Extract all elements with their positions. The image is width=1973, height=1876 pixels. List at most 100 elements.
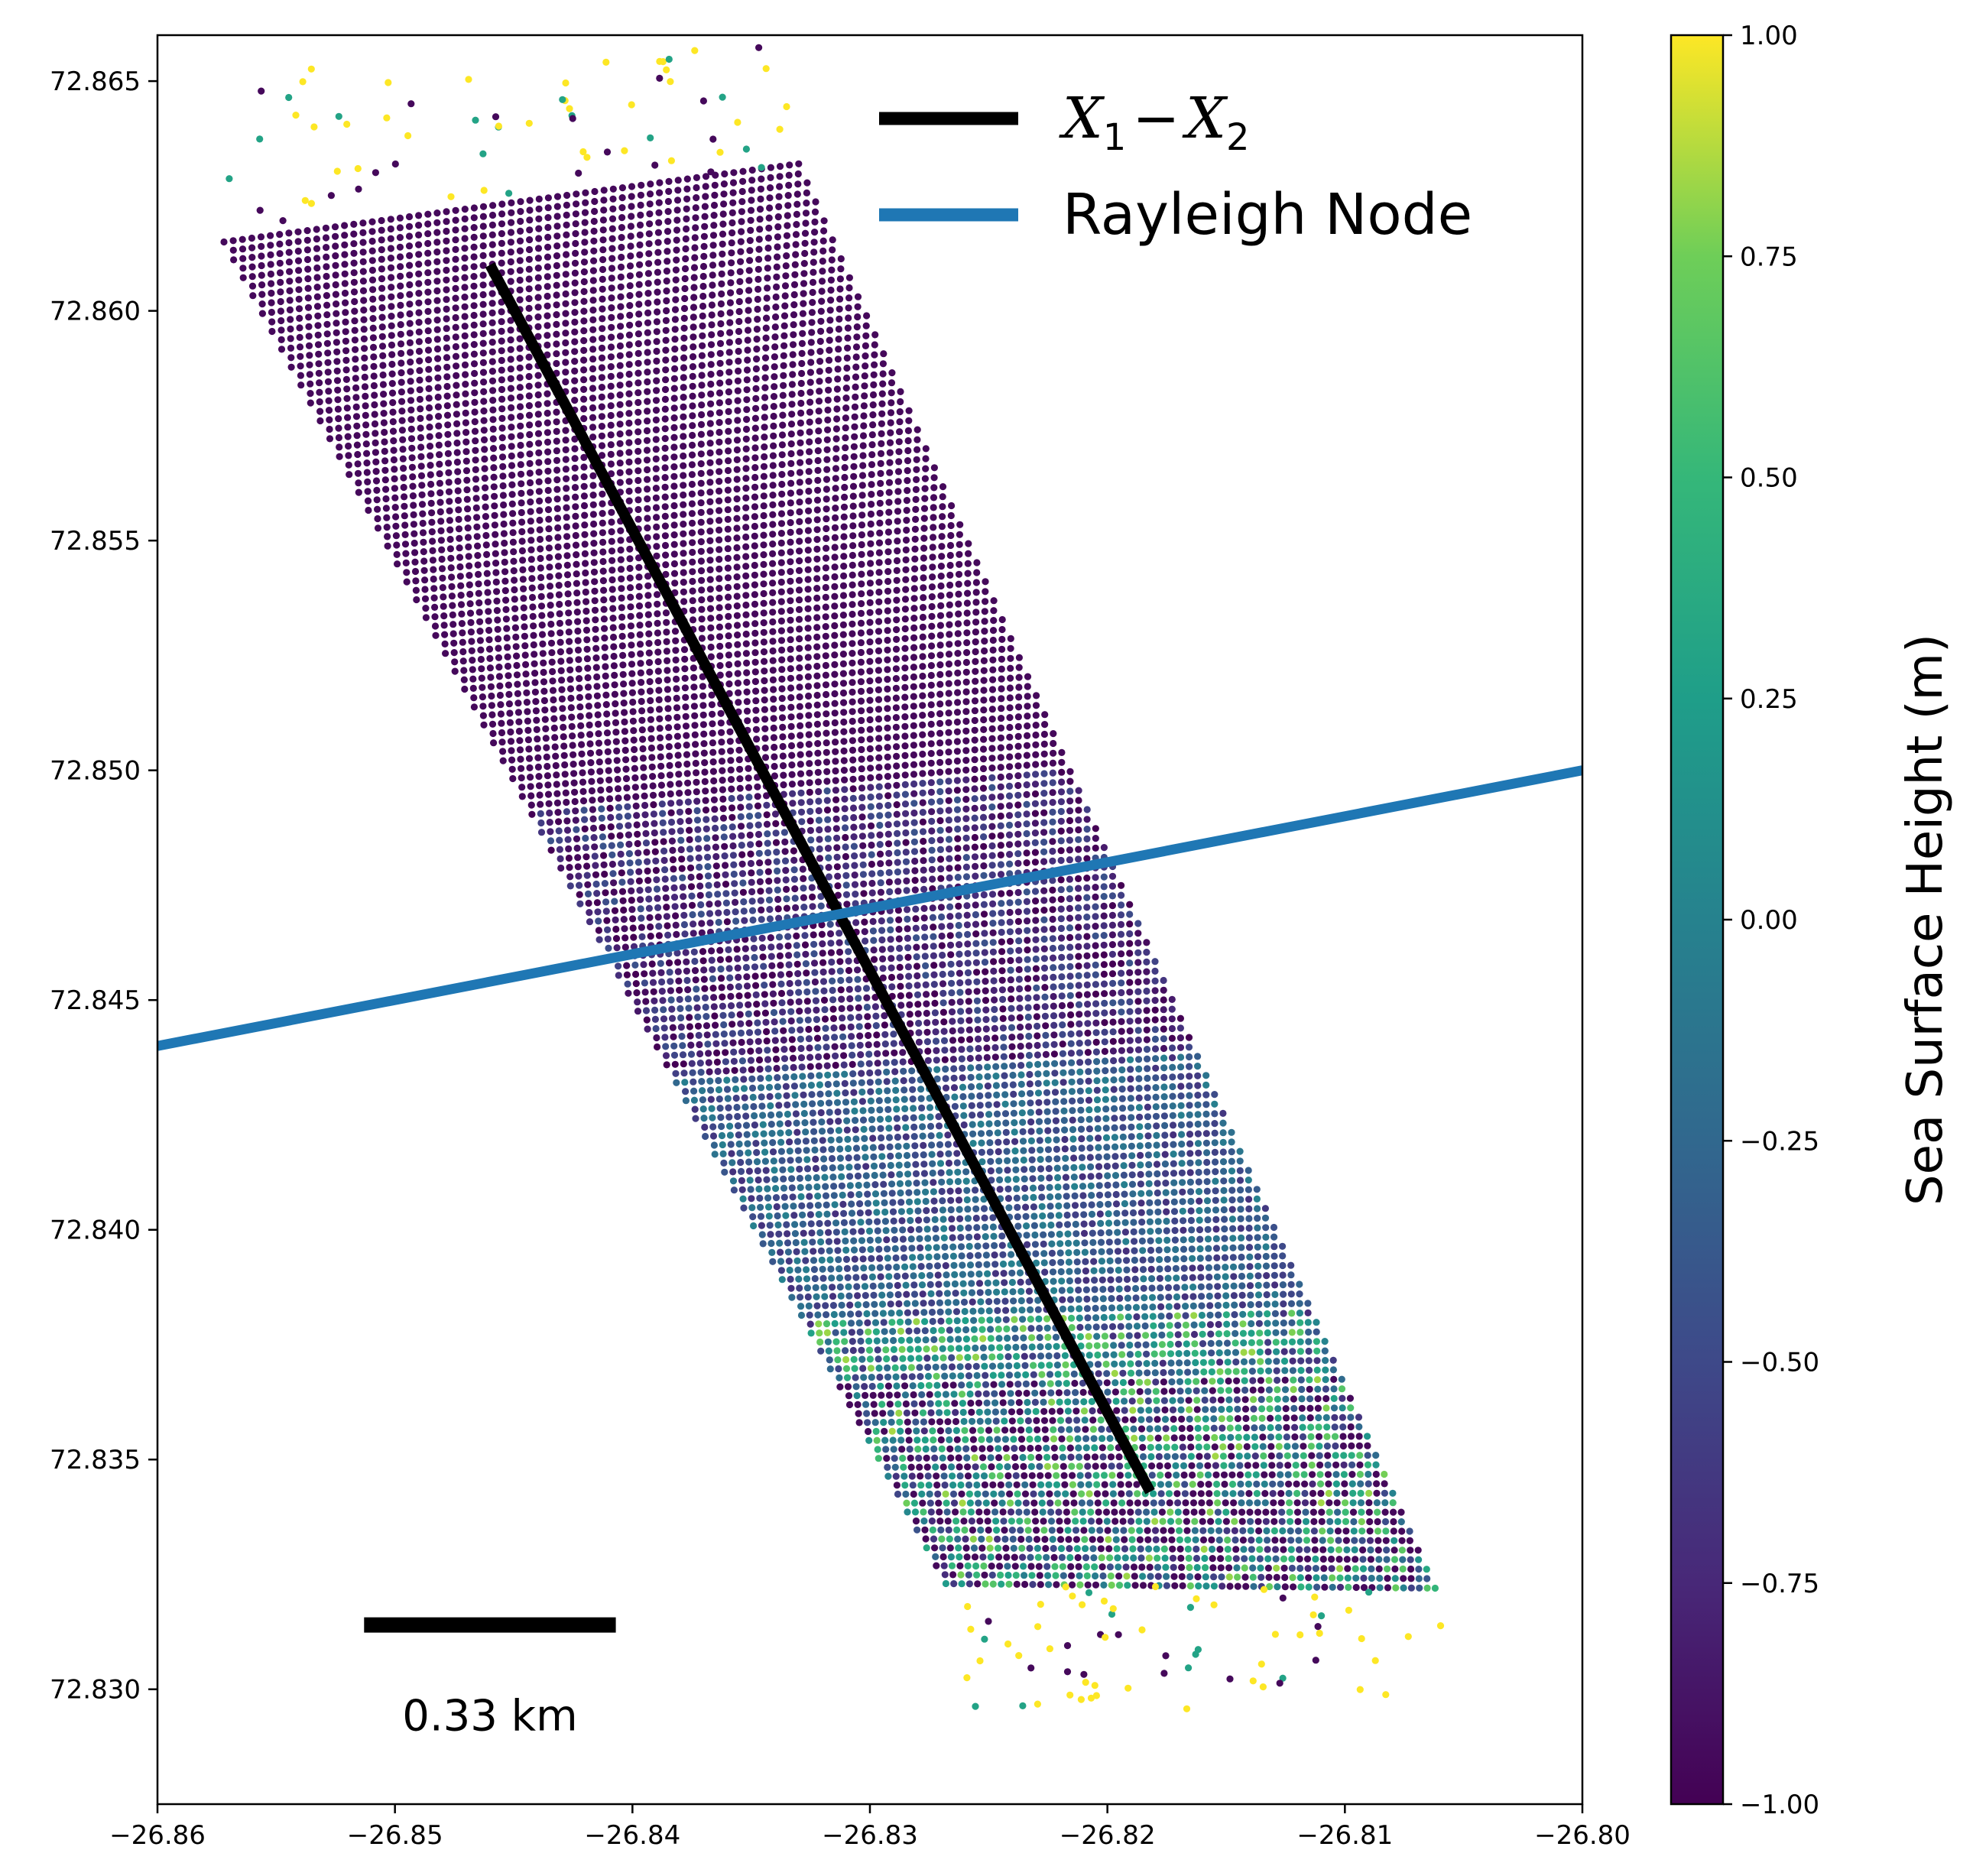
ssh-point bbox=[716, 389, 724, 397]
ssh-point bbox=[910, 809, 918, 817]
ssh-point bbox=[305, 313, 313, 321]
ssh-point bbox=[806, 826, 814, 834]
ssh-point bbox=[557, 638, 564, 646]
ssh-point bbox=[420, 557, 428, 565]
ssh-point bbox=[699, 673, 706, 680]
ssh-point bbox=[628, 631, 635, 639]
ssh-point bbox=[852, 373, 860, 381]
ssh-point bbox=[884, 705, 891, 712]
ssh-point bbox=[372, 468, 380, 475]
ssh-point bbox=[901, 751, 909, 760]
ssh-point bbox=[902, 576, 910, 583]
ssh-point bbox=[733, 485, 741, 493]
ssh-point bbox=[849, 581, 856, 589]
ssh-point bbox=[553, 408, 560, 416]
ssh-point bbox=[919, 731, 926, 738]
ssh-point bbox=[454, 496, 462, 505]
ssh-point bbox=[508, 481, 516, 488]
ssh-point bbox=[680, 304, 689, 313]
ssh-point bbox=[544, 400, 551, 407]
ssh-point bbox=[408, 463, 417, 471]
ssh-point bbox=[276, 269, 284, 277]
ssh-point bbox=[927, 759, 935, 767]
ssh-point bbox=[997, 822, 1004, 829]
ssh-point bbox=[760, 599, 767, 607]
ssh-point bbox=[800, 300, 807, 307]
ssh-point bbox=[754, 265, 762, 273]
ssh-point bbox=[524, 736, 533, 744]
ssh-point bbox=[563, 817, 571, 825]
ssh-point bbox=[791, 894, 799, 902]
ssh-point bbox=[685, 807, 693, 815]
ssh-point bbox=[417, 405, 424, 413]
ssh-point bbox=[819, 268, 826, 275]
ssh-point bbox=[1058, 748, 1066, 757]
ssh-point bbox=[1023, 820, 1030, 828]
ssh-point bbox=[625, 439, 633, 446]
ssh-point bbox=[388, 389, 397, 397]
ssh-point bbox=[849, 756, 857, 764]
ssh-point bbox=[407, 387, 414, 394]
ssh-point bbox=[903, 507, 910, 514]
ssh-point bbox=[586, 749, 595, 757]
ssh-point bbox=[446, 517, 454, 524]
ssh-point bbox=[416, 367, 423, 375]
ssh-point bbox=[778, 714, 787, 722]
ssh-point bbox=[598, 814, 605, 822]
ssh-point bbox=[599, 265, 607, 274]
ssh-point bbox=[892, 684, 900, 692]
ssh-point bbox=[333, 329, 340, 336]
ssh-point bbox=[801, 229, 810, 237]
ssh-point bbox=[492, 531, 499, 538]
ssh-point bbox=[972, 609, 980, 616]
ssh-point bbox=[955, 570, 963, 578]
ssh-point bbox=[706, 566, 714, 574]
ssh-point bbox=[488, 720, 497, 728]
ssh-point bbox=[733, 475, 741, 483]
ssh-point bbox=[901, 800, 910, 808]
ssh-point bbox=[657, 744, 664, 751]
ssh-point bbox=[725, 622, 732, 630]
ssh-point bbox=[644, 349, 651, 356]
ssh-point bbox=[504, 644, 511, 651]
ssh-point bbox=[526, 479, 534, 487]
ssh-point bbox=[752, 697, 760, 705]
ssh-point bbox=[945, 699, 952, 707]
ssh-point bbox=[333, 348, 341, 355]
ssh-point bbox=[831, 534, 839, 541]
ssh-point bbox=[831, 719, 839, 727]
ssh-point bbox=[526, 459, 534, 468]
ssh-point bbox=[534, 333, 542, 340]
ssh-point bbox=[342, 309, 349, 316]
ssh-point bbox=[832, 445, 840, 453]
ssh-point bbox=[868, 832, 875, 839]
ssh-point bbox=[611, 690, 619, 698]
ssh-point bbox=[516, 355, 524, 362]
ssh-point bbox=[893, 606, 901, 614]
ssh-point bbox=[697, 440, 705, 448]
ssh-point bbox=[742, 494, 750, 502]
ssh-point bbox=[735, 297, 743, 306]
ssh-point bbox=[851, 871, 858, 879]
ssh-point bbox=[555, 591, 563, 599]
ssh-point bbox=[981, 638, 988, 645]
ssh-point bbox=[744, 356, 751, 364]
ssh-point bbox=[1049, 847, 1056, 855]
ssh-point bbox=[360, 335, 368, 342]
ssh-point bbox=[761, 667, 768, 675]
ssh-point bbox=[602, 682, 610, 690]
ssh-point bbox=[464, 534, 472, 541]
ssh-point bbox=[745, 794, 753, 801]
ssh-point bbox=[709, 758, 717, 766]
ssh-point bbox=[919, 770, 926, 777]
ssh-point bbox=[920, 847, 927, 855]
ssh-point bbox=[582, 844, 590, 852]
ssh-point bbox=[962, 688, 970, 696]
ssh-point bbox=[910, 595, 918, 602]
ssh-point bbox=[368, 237, 376, 245]
ssh-point bbox=[851, 852, 858, 860]
ssh-point bbox=[644, 359, 651, 366]
ssh-point bbox=[664, 686, 672, 693]
ssh-point bbox=[673, 246, 680, 254]
ssh-point bbox=[823, 534, 830, 543]
